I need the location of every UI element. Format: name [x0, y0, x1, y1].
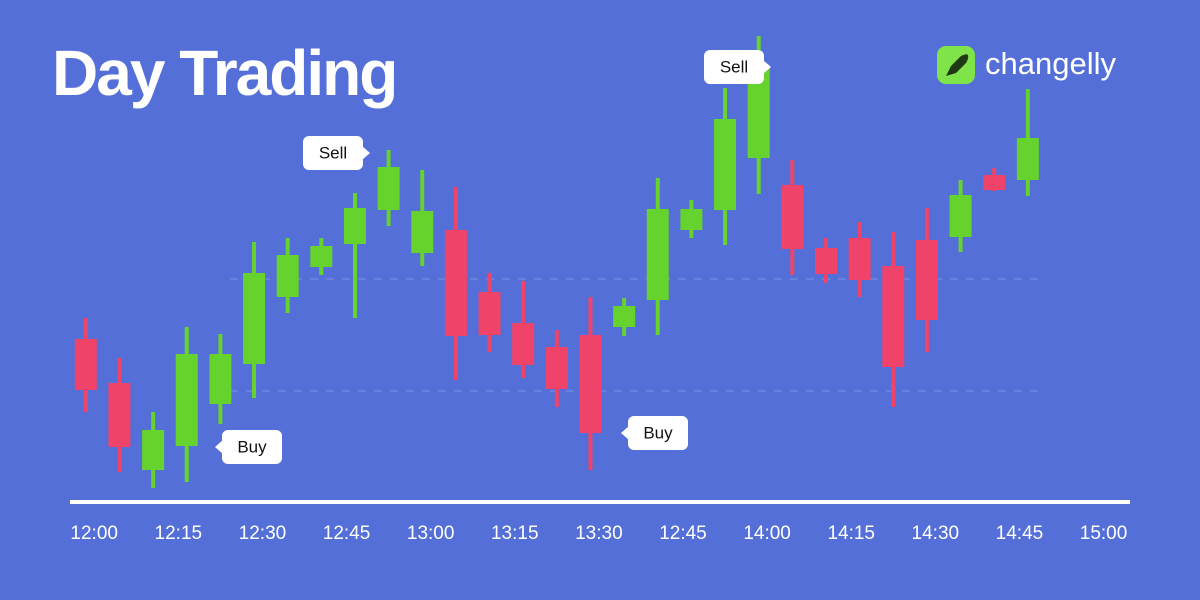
candle	[579, 297, 602, 470]
candle	[646, 178, 669, 335]
chart-title: Day Trading	[52, 37, 396, 109]
annotation-pointer	[763, 60, 771, 74]
annotation-box	[628, 416, 688, 450]
candle	[175, 327, 198, 482]
annotation: Buy	[215, 430, 282, 464]
annotation-text: Sell	[319, 143, 347, 162]
candle-body	[781, 185, 804, 249]
candle	[243, 242, 266, 398]
candle	[781, 160, 804, 275]
annotation: Buy	[621, 416, 688, 450]
candle-body	[983, 175, 1006, 190]
annotation: Sell	[303, 136, 370, 170]
logo-rocket	[946, 54, 969, 76]
x-tick-label: 13:00	[407, 523, 455, 544]
brand-name: changelly	[985, 46, 1116, 81]
logo: changelly	[937, 46, 1116, 84]
candle	[478, 273, 501, 352]
candle-body	[646, 209, 669, 300]
candle	[276, 238, 299, 313]
x-tick-label: 12:30	[239, 523, 287, 544]
candle	[343, 193, 366, 318]
candle	[848, 222, 871, 297]
candle	[444, 187, 467, 380]
annotation-box	[222, 430, 282, 464]
candle-body	[175, 354, 198, 446]
x-tick-label: 13:30	[575, 523, 623, 544]
annotation-text: Buy	[237, 437, 267, 456]
candle	[74, 318, 97, 412]
candle-body	[478, 292, 501, 335]
x-tick-label: 13:15	[491, 523, 539, 544]
x-tick-label: 15:00	[1080, 523, 1128, 544]
candle-body	[343, 208, 366, 244]
candle-body	[814, 248, 837, 274]
candle	[545, 330, 568, 407]
candle-body	[915, 240, 938, 320]
annotation-text: Buy	[643, 423, 673, 442]
candle-body	[411, 211, 434, 253]
x-tick-label: 14:45	[996, 523, 1044, 544]
candle	[108, 358, 131, 472]
candle-body	[714, 119, 737, 210]
x-tick-label: 12:45	[659, 523, 707, 544]
candle	[882, 232, 905, 407]
annotation-box	[303, 136, 363, 170]
candle	[949, 180, 972, 252]
candle	[310, 238, 333, 275]
candle-body	[142, 430, 165, 470]
candle-body	[680, 209, 703, 230]
annotation-box	[704, 50, 764, 84]
candle	[142, 412, 165, 488]
x-tick-label: 12:45	[323, 523, 371, 544]
annotation-pointer	[215, 440, 223, 454]
candle	[512, 281, 535, 378]
candle	[814, 238, 837, 283]
candle-body	[747, 67, 770, 158]
candle-body	[209, 354, 232, 404]
candle-body	[108, 383, 131, 447]
x-tick-label: 12:00	[70, 523, 118, 544]
candle-body	[444, 230, 467, 336]
candle	[209, 334, 232, 424]
candle	[714, 88, 737, 245]
candle	[613, 298, 636, 336]
candle-body	[1016, 138, 1039, 180]
x-tick-label: 12:15	[155, 523, 203, 544]
candle	[377, 150, 400, 226]
candle-body	[848, 238, 871, 280]
candle-body	[949, 195, 972, 237]
x-tick-label: 14:30	[912, 523, 960, 544]
candle	[411, 170, 434, 266]
candle-body	[545, 347, 568, 389]
x-tick-label: 14:00	[743, 523, 791, 544]
candle-body	[882, 266, 905, 367]
candle	[680, 200, 703, 238]
annotation-pointer	[362, 146, 370, 160]
candle-body	[512, 323, 535, 365]
candle-body	[74, 339, 97, 390]
candle-body	[579, 335, 602, 433]
annotation: Sell	[704, 50, 771, 84]
annotation-text: Sell	[720, 57, 748, 76]
x-tick-label: 14:15	[827, 523, 875, 544]
candle-body	[613, 306, 636, 327]
annotation-pointer	[621, 426, 629, 440]
candle	[1016, 89, 1039, 196]
candle-body	[276, 255, 299, 297]
candle-body	[243, 273, 266, 364]
candle-body	[377, 167, 400, 210]
candle	[983, 168, 1006, 191]
candle-body	[310, 246, 333, 267]
candle	[915, 208, 938, 352]
